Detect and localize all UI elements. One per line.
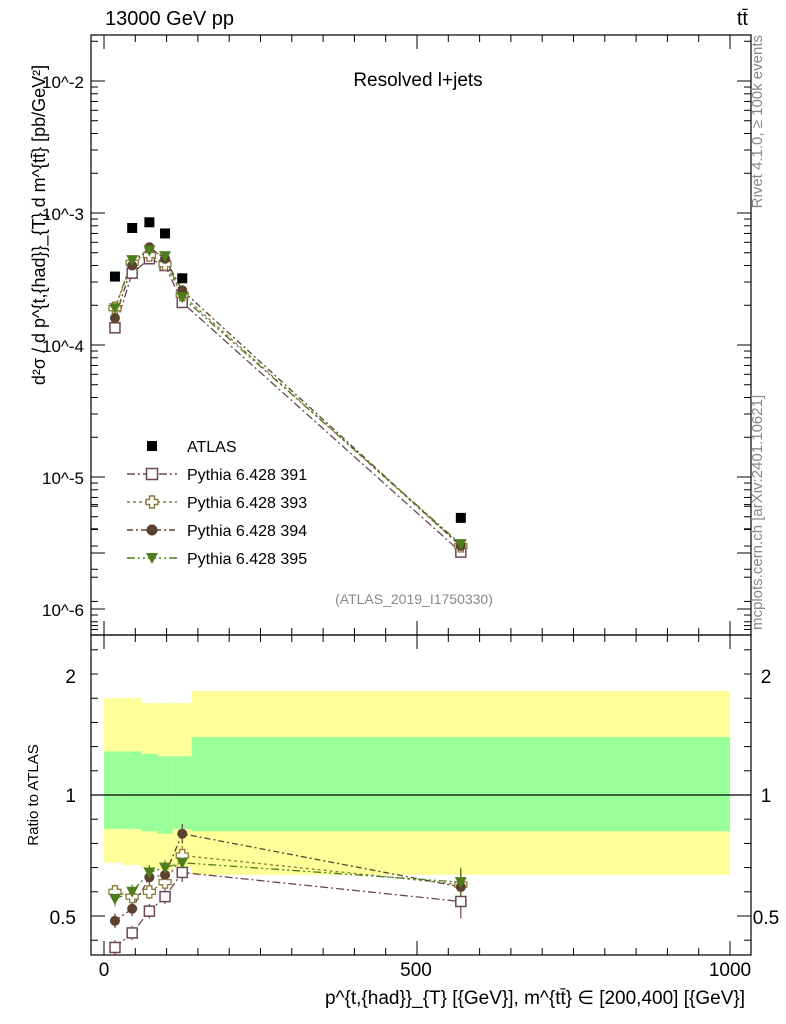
ratio-point-pythia-6-428-391-4	[176, 866, 188, 879]
ratio-point-pythia-6-428-395-5	[454, 877, 467, 889]
ratio-ytick-2-right: 2	[761, 667, 772, 688]
ratio-axis-ticks	[91, 504, 751, 955]
series-line-pythia-6-428-391	[114, 258, 462, 553]
ratio-ytick-0.5-right: 0.5	[753, 908, 779, 929]
point-pythia-6-428-395-2	[143, 245, 156, 257]
uncertainty-bands	[91, 690, 751, 875]
xtick-500: 500	[400, 960, 432, 981]
xtick-0: 0	[99, 960, 110, 981]
point-atlas-4	[177, 273, 188, 284]
ratio-ytick-2: 2	[65, 667, 76, 688]
legend-label-391: Pythia 6.428 391	[187, 467, 307, 484]
point-pythia-6-428-395-5	[454, 539, 467, 551]
ytick-label-1e-3: 10^-3	[42, 205, 84, 224]
point-pythia-6-428-395-1	[126, 255, 139, 267]
ytick-label-1e-6: 10^-6	[42, 601, 84, 620]
legend-label-393: Pythia 6.428 393	[187, 495, 307, 512]
legend-label-atlas: ATLAS	[187, 439, 237, 456]
rivet-label: Rivet 4.1.0, ≥ 100k events	[749, 35, 766, 208]
ratio-point-pythia-6-428-391-2	[143, 905, 156, 917]
ratio-point-pythia-6-428-391-3	[159, 890, 171, 903]
x-axis-label: p^{t,{had}}_{T} [{GeV}], m^{tt̄} ∈ [200,…	[325, 988, 745, 1009]
ratio-y-tick-labels-right: 2 1 0.5	[753, 667, 779, 929]
band-inner-bin-2	[141, 753, 158, 832]
point-atlas-1	[127, 222, 138, 233]
point-pythia-6-428-395-3	[159, 251, 172, 263]
ratio-point-pythia-6-428-391-0	[109, 941, 121, 954]
x-tick-labels: 0 500 1000	[99, 960, 751, 981]
ratio-point-pythia-6-428-395-3	[159, 862, 172, 874]
point-pythia-6-428-391-0	[109, 322, 121, 334]
band-inner-bin-5	[191, 736, 730, 832]
ratio-point-pythia-6-428-395-1	[126, 886, 139, 898]
main-axis-ticks	[91, 35, 751, 635]
energy-label: 13000 GeV pp	[105, 8, 234, 30]
ratio-y-tick-labels-left: 2 1 0.5	[50, 667, 76, 929]
legend-label-394: Pythia 6.428 394	[187, 523, 307, 540]
point-atlas-2	[144, 217, 155, 228]
ytick-label-1e-4: 10^-4	[42, 337, 84, 356]
ratio-point-pythia-6-428-395-0	[108, 894, 121, 906]
point-pythia-6-428-394-0	[109, 313, 120, 324]
legend-label-395: Pythia 6.428 395	[187, 551, 307, 568]
legend-entry-395: Pythia 6.428 395	[127, 551, 307, 568]
ratio-point-pythia-6-428-394-0	[109, 915, 120, 926]
ratio-point-pythia-6-428-395-4	[176, 857, 189, 869]
main-series-layer	[108, 217, 468, 558]
legend: ATLAS Pythia 6.428 391 Pythia 6.428 393 …	[127, 439, 307, 568]
band-inner-bin-4	[172, 756, 192, 829]
band-inner-bin-0	[104, 751, 123, 829]
main-panel-frame	[90, 34, 752, 636]
legend-marker-atlas	[147, 441, 157, 451]
point-pythia-6-428-395-4	[176, 292, 189, 304]
xtick-1000: 1000	[709, 960, 751, 981]
legend-marker-394	[146, 524, 158, 536]
legend-entry-atlas: ATLAS	[147, 439, 237, 456]
ratio-ytick-0.5: 0.5	[50, 908, 76, 929]
ratio-y-axis-label: Ratio to ATLAS	[25, 744, 42, 845]
ratio-point-pythia-6-428-391-5	[455, 895, 467, 908]
ratio-point-pythia-6-428-394-3	[160, 869, 171, 880]
mcplots-label: mcplots.cern.ch [arXiv:2401.10621]	[749, 395, 766, 630]
ratio-series-layer	[108, 824, 468, 955]
legend-marker-395	[146, 553, 158, 564]
ratio-ytick-1: 1	[65, 786, 76, 807]
ratio-point-pythia-6-428-393-3	[158, 875, 172, 889]
process-label: tt̄	[737, 8, 749, 30]
ratio-point-pythia-6-428-393-2	[142, 885, 157, 899]
point-atlas-0	[109, 271, 120, 282]
ratio-point-pythia-6-428-394-4	[177, 828, 188, 839]
legend-marker-393	[145, 495, 159, 509]
chart-title: Resolved l+jets	[353, 70, 482, 91]
ratio-point-pythia-6-428-391-1	[126, 927, 138, 939]
legend-entry-394: Pythia 6.428 394	[127, 523, 307, 540]
main-y-axis-label: d²σ / d p^{t,{had}}_{T} d m^{tt̄} [pb/Ge…	[29, 65, 50, 385]
ytick-label-1e-5: 10^-5	[42, 469, 84, 488]
point-atlas-5	[455, 512, 466, 523]
ratio-ytick-1-right: 1	[761, 786, 772, 807]
point-pythia-6-428-395-0	[108, 303, 121, 315]
legend-marker-391	[145, 467, 159, 481]
band-inner-bin-1	[122, 751, 142, 829]
ratio-point-pythia-6-428-394-1	[127, 903, 138, 914]
point-atlas-3	[160, 228, 171, 239]
watermark: (ATLAS_2019_I1750330)	[335, 591, 493, 607]
main-y-tick-labels: 10^-2 10^-3 10^-4 10^-5 10^-6	[42, 73, 84, 620]
legend-entry-391: Pythia 6.428 391	[127, 467, 307, 484]
ytick-label-1e-2: 10^-2	[42, 73, 84, 92]
legend-entry-393: Pythia 6.428 393	[127, 495, 307, 512]
ratio-point-pythia-6-428-395-2	[143, 867, 156, 879]
